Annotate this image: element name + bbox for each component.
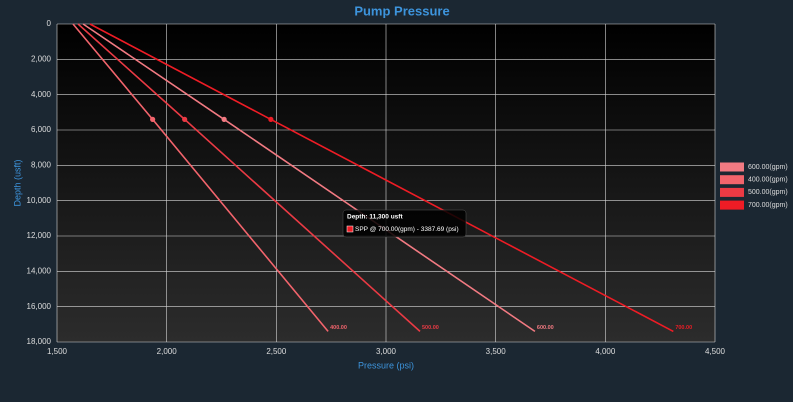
legend-label: 600.00(gpm) [748,164,788,171]
tooltip-title: Depth: 11,300 usft [347,214,403,221]
y-tick-label: 10,000 [27,196,52,205]
y-tick-label: 14,000 [27,266,52,275]
tooltip-box [342,209,467,238]
y-tick-label: 16,000 [27,302,52,311]
x-tick-label: 2,000 [157,347,178,356]
x-tick-label: 3,500 [486,347,507,356]
chart-title: Pump Pressure [354,3,449,18]
legend-label: 400.00(gpm) [748,177,788,184]
tooltip-swatch [346,225,354,233]
legend-swatch [720,200,744,210]
point-marker [150,116,156,122]
tooltip-text: SPP @ 700.00(gpm) - 3387.69 (psi) [355,226,459,233]
end-label: 500.00 [422,325,439,331]
point-marker [182,116,188,122]
end-label: 700.00 [675,325,692,331]
y-tick-label: 8,000 [31,160,52,169]
x-tick-label: 4,500 [705,347,726,356]
y-tick-label: 4,000 [31,90,52,99]
legend-label: 500.00(gpm) [748,189,788,196]
x-tick-label: 1,500 [47,347,68,356]
y-tick-label: 2,000 [31,54,52,63]
legend-swatch [720,162,744,172]
y-tick-label: 18,000 [27,337,52,346]
y-tick-label: 6,000 [31,125,52,134]
x-axis-label: Pressure (psi) [358,360,414,370]
legend-label: 700.00(gpm) [748,202,788,209]
legend-swatch [720,187,744,197]
y-axis-label: Depth (usft) [12,159,22,206]
x-tick-label: 4,000 [595,347,616,356]
end-label: 600.00 [537,325,554,331]
y-tick-label: 0 [47,19,52,28]
y-tick-label: 12,000 [27,231,52,240]
legend-swatch [720,175,744,185]
tooltip: Depth: 11,300 usft SPP @ 700.00(gpm) - 33… [342,209,467,238]
point-marker [221,116,227,122]
end-label: 400.00 [330,325,347,331]
point-marker [268,116,274,122]
x-tick-label: 2,500 [266,347,287,356]
x-tick-label: 3,000 [376,347,397,356]
